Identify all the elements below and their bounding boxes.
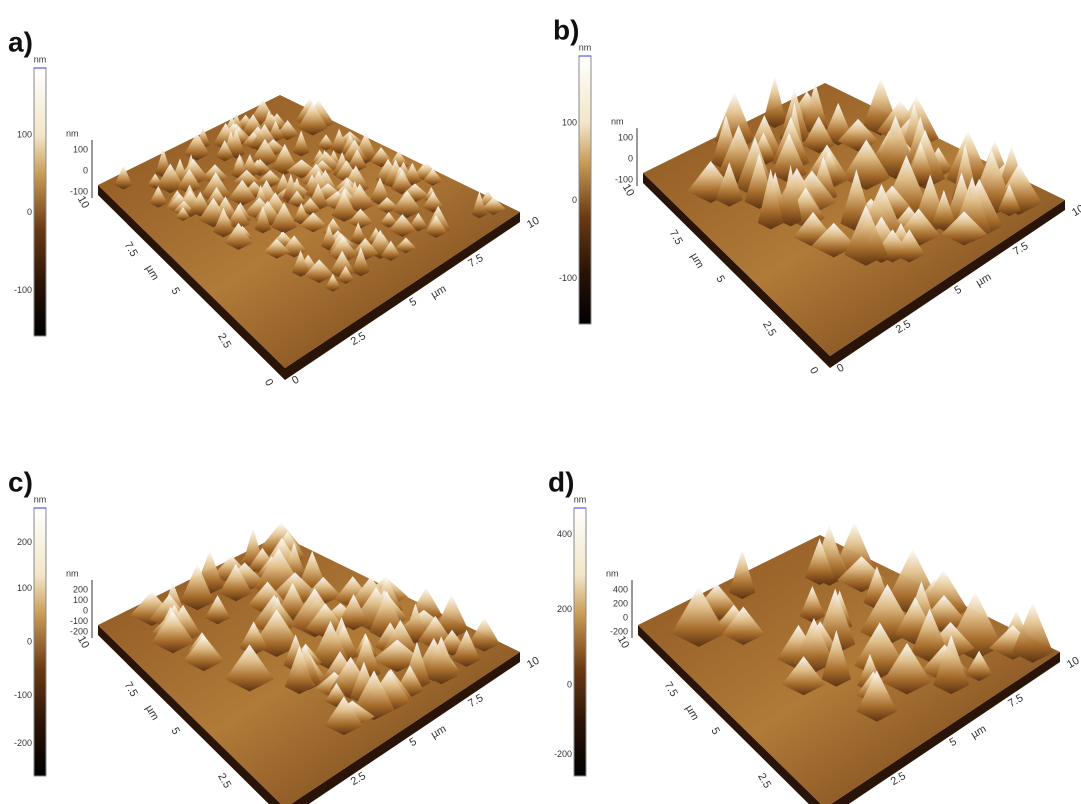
z-tick-label: 400 (613, 584, 628, 594)
y-tick-label: 7.5 (122, 680, 140, 699)
y-tick-label: 5 (168, 725, 181, 736)
x-tick-label: 0 (835, 362, 846, 375)
y-axis-unit: µm (688, 251, 706, 270)
x-tick-label: 0 (290, 374, 301, 387)
z-tick-label: 100 (618, 132, 633, 142)
x-axis-unit: µm (969, 723, 988, 741)
x-tick-label: 10 (1070, 203, 1081, 220)
panel-label: d) (548, 466, 574, 497)
colorbar (34, 68, 46, 336)
z-tick-label: 0 (623, 612, 628, 622)
y-tick-label: 0 (807, 365, 820, 376)
x-axis-unit: µm (429, 283, 448, 301)
colorbar-unit: nm (34, 54, 47, 64)
y-tick-label: 7.5 (667, 228, 685, 247)
y-tick-label: 10 (615, 634, 632, 651)
colorbar-tick-label: 100 (17, 583, 32, 593)
z-tick-label: 200 (613, 598, 628, 608)
colorbar-tick-label: 100 (17, 129, 32, 139)
z-axis-unit: nm (66, 568, 79, 578)
colorbar (574, 508, 586, 776)
colorbar-tick-label: 0 (27, 207, 32, 217)
x-axis-unit: µm (429, 723, 448, 741)
x-tick-label: 5 (947, 736, 958, 749)
y-tick-label: 10 (620, 182, 637, 199)
y-tick-label: 2.5 (215, 771, 233, 790)
panel: a)nm1000-100nm1000-10002.557.510µm02.557… (8, 26, 542, 388)
z-axis-unit: nm (611, 116, 624, 126)
x-tick-label: 10 (525, 215, 542, 232)
panel: c)nm2001000-100-200nm2001000-100-20002.5… (8, 466, 542, 804)
x-tick-label: 10 (525, 655, 542, 672)
y-tick-label: 0 (262, 377, 275, 388)
z-tick-label: 0 (83, 605, 88, 615)
colorbar-tick-label: -200 (554, 749, 572, 759)
y-tick-label: 5 (708, 725, 721, 736)
z-tick-label: 100 (73, 595, 88, 605)
colorbar-tick-label: -100 (559, 273, 577, 283)
colorbar-tick-label: 0 (567, 679, 572, 689)
panel-label: a) (8, 26, 33, 57)
y-tick-label: 2.5 (215, 331, 233, 350)
z-axis-unit: nm (66, 128, 79, 138)
panel-label: b) (553, 14, 579, 45)
z-tick-label: 200 (73, 584, 88, 594)
colorbar-tick-label: -200 (14, 738, 32, 748)
y-tick-label: 2.5 (760, 319, 778, 338)
y-tick-label: 7.5 (662, 680, 680, 699)
y-tick-label: 10 (75, 634, 92, 651)
colorbar-tick-label: 100 (562, 117, 577, 127)
x-tick-label: 5 (407, 296, 418, 309)
colorbar-tick-label: 0 (572, 195, 577, 205)
colorbar-tick-label: 200 (17, 537, 32, 547)
colorbar (34, 508, 46, 776)
y-tick-label: 7.5 (122, 240, 140, 259)
colorbar-tick-label: -100 (14, 285, 32, 295)
panel: b)nm1000-100nm1000-10002.557.510µm02.557… (553, 14, 1081, 376)
x-axis-unit: µm (974, 271, 993, 289)
colorbar-unit: nm (574, 494, 587, 504)
x-tick-label: 5 (952, 284, 963, 297)
z-tick-label: 100 (73, 144, 88, 154)
y-tick-label: 5 (713, 273, 726, 284)
y-tick-label: 10 (75, 194, 92, 211)
y-axis-unit: µm (143, 703, 161, 722)
panel-label: c) (8, 466, 33, 497)
colorbar (579, 56, 591, 324)
colorbar-tick-label: 200 (557, 604, 572, 614)
surface (98, 95, 520, 368)
y-axis-unit: µm (143, 263, 161, 282)
x-tick-label: 10 (1065, 655, 1081, 672)
colorbar-unit: nm (579, 42, 592, 52)
y-axis-unit: µm (683, 703, 701, 722)
colorbar-tick-label: -100 (14, 690, 32, 700)
figure: a)nm1000-100nm1000-10002.557.510µm02.557… (0, 0, 1081, 804)
colorbar-unit: nm (34, 494, 47, 504)
y-tick-label: 5 (168, 285, 181, 296)
colorbar-tick-label: 400 (557, 529, 572, 539)
x-tick-label: 5 (407, 736, 418, 749)
z-tick-label: 0 (83, 165, 88, 175)
panel: d)nm4002000-200nm4002000-20002.557.510µm… (548, 466, 1081, 804)
y-tick-label: 2.5 (755, 771, 773, 790)
z-tick-label: 0 (628, 153, 633, 163)
z-axis-unit: nm (606, 568, 619, 578)
z-tick-label: -100 (70, 616, 88, 626)
colorbar-tick-label: 0 (27, 636, 32, 646)
